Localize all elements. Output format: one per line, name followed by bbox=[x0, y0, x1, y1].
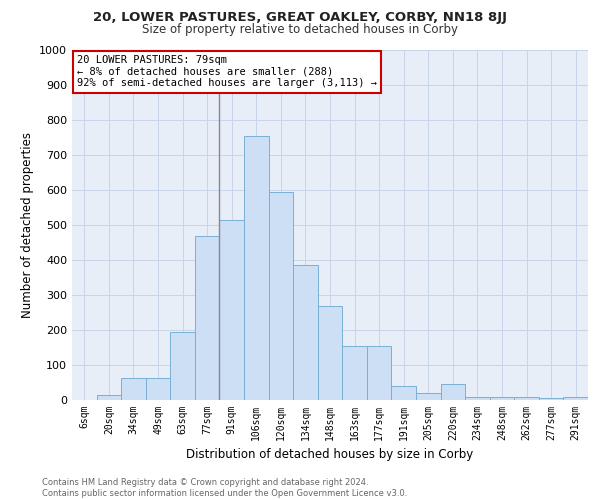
Bar bbox=[121, 378, 146, 400]
Bar bbox=[539, 398, 563, 400]
Bar bbox=[244, 136, 269, 400]
Bar bbox=[465, 396, 490, 400]
Bar bbox=[416, 393, 440, 400]
Bar bbox=[440, 384, 465, 400]
Y-axis label: Number of detached properties: Number of detached properties bbox=[20, 132, 34, 318]
Bar bbox=[318, 306, 342, 400]
Text: Size of property relative to detached houses in Corby: Size of property relative to detached ho… bbox=[142, 22, 458, 36]
Bar bbox=[342, 346, 367, 400]
Bar bbox=[220, 220, 244, 400]
Bar bbox=[490, 396, 514, 400]
Bar bbox=[195, 236, 220, 400]
Text: Contains HM Land Registry data © Crown copyright and database right 2024.
Contai: Contains HM Land Registry data © Crown c… bbox=[42, 478, 407, 498]
Text: 20 LOWER PASTURES: 79sqm
← 8% of detached houses are smaller (288)
92% of semi-d: 20 LOWER PASTURES: 79sqm ← 8% of detache… bbox=[77, 56, 377, 88]
Bar bbox=[563, 397, 588, 400]
Bar bbox=[391, 386, 416, 400]
Bar bbox=[170, 332, 195, 400]
Bar bbox=[97, 395, 121, 400]
Text: 20, LOWER PASTURES, GREAT OAKLEY, CORBY, NN18 8JJ: 20, LOWER PASTURES, GREAT OAKLEY, CORBY,… bbox=[93, 11, 507, 24]
Bar bbox=[293, 265, 318, 400]
Bar bbox=[146, 378, 170, 400]
Bar bbox=[367, 346, 391, 400]
Bar bbox=[514, 397, 539, 400]
X-axis label: Distribution of detached houses by size in Corby: Distribution of detached houses by size … bbox=[187, 448, 473, 462]
Bar bbox=[269, 192, 293, 400]
